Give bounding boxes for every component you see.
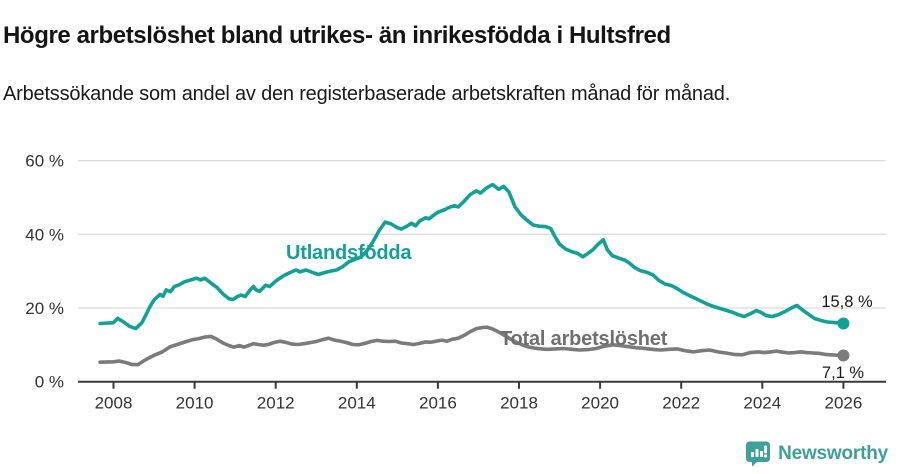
series-end-dot: [837, 317, 850, 330]
series-label: Utlandsfödda: [286, 242, 412, 264]
y-tick-label: 20 %: [25, 299, 64, 318]
series-line-utlandsfodda: [98, 182, 846, 331]
chart-subtitle: Arbetssökande som andel av den registerb…: [3, 83, 731, 105]
x-tick-label: 2010: [176, 394, 214, 413]
x-tick-label: 2012: [257, 394, 295, 413]
x-tick-label: 2020: [581, 394, 619, 413]
series-line-total: [98, 325, 846, 367]
y-tick-label: 40 %: [25, 225, 64, 244]
x-tick-label: 2026: [824, 394, 862, 413]
x-tick-label: 2024: [743, 394, 781, 413]
chart-title: Högre arbetslöshet bland utrikes- än inr…: [3, 22, 671, 50]
x-tick-label: 2008: [95, 394, 133, 413]
newsworthy-logo-icon: [745, 440, 771, 467]
brand-footer: Newsworthy: [745, 440, 888, 467]
x-tick-label: 2018: [500, 394, 538, 413]
series-end-dot: [837, 349, 850, 362]
series-end-value-label: 15,8 %: [821, 293, 873, 311]
x-tick-label: 2022: [662, 394, 700, 413]
x-tick-label: 2014: [338, 394, 376, 413]
series-label: Total arbetslöshet: [500, 328, 668, 350]
series-end-value-label: 7,1 %: [822, 364, 865, 382]
brand-name: Newsworthy: [778, 442, 888, 464]
y-tick-label: 0 %: [35, 373, 64, 392]
x-tick-label: 2016: [419, 394, 457, 413]
y-tick-label: 60 %: [25, 152, 64, 171]
